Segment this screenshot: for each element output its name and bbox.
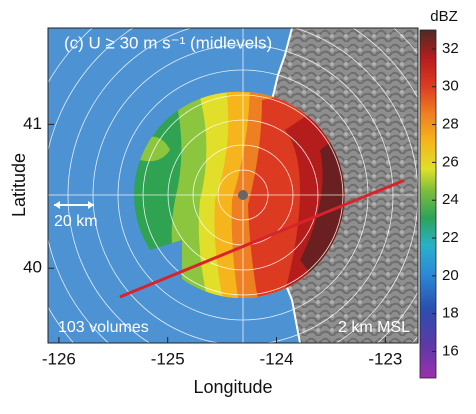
- colorbar-tick-label: 16: [442, 342, 459, 359]
- cross-section: [119, 179, 405, 299]
- x-tick-label: -126: [42, 349, 76, 368]
- x-tick-label: -123: [368, 349, 402, 368]
- x-tick-label: -124: [260, 349, 294, 368]
- colorbar-tick-label: 32: [442, 40, 459, 57]
- colorbar-tick-label: 24: [442, 191, 459, 208]
- x-tick-label: -125: [151, 349, 185, 368]
- colorbar: [419, 29, 437, 379]
- range-rings: [48, 28, 418, 343]
- scale-label: 20 km: [54, 213, 98, 230]
- map: [48, 28, 418, 343]
- colorbar-label: dBZ: [430, 8, 458, 25]
- y-axis-label: Latitude: [9, 153, 29, 217]
- colorbar-tick-label: 22: [442, 229, 459, 246]
- y-tick-label: 40: [23, 258, 42, 277]
- title: (c) U ≥ 30 m s⁻¹ (midlevels): [64, 33, 272, 52]
- colorbar-tick-label: 26: [442, 153, 459, 170]
- colorbar-tick-label: 20: [442, 267, 459, 284]
- colorbar-tick-label: 28: [442, 116, 459, 133]
- plot-frame: [47, 27, 419, 344]
- y-tick-label: 41: [23, 114, 42, 133]
- radar-site: [238, 190, 248, 200]
- colorbar-tick-label: 18: [442, 305, 459, 322]
- colorbar-tick-label: 30: [442, 78, 459, 95]
- annotation: 103 volumes: [58, 319, 149, 336]
- annotation: 2 km MSL: [338, 319, 410, 336]
- x-axis-label: Longitude: [193, 377, 272, 397]
